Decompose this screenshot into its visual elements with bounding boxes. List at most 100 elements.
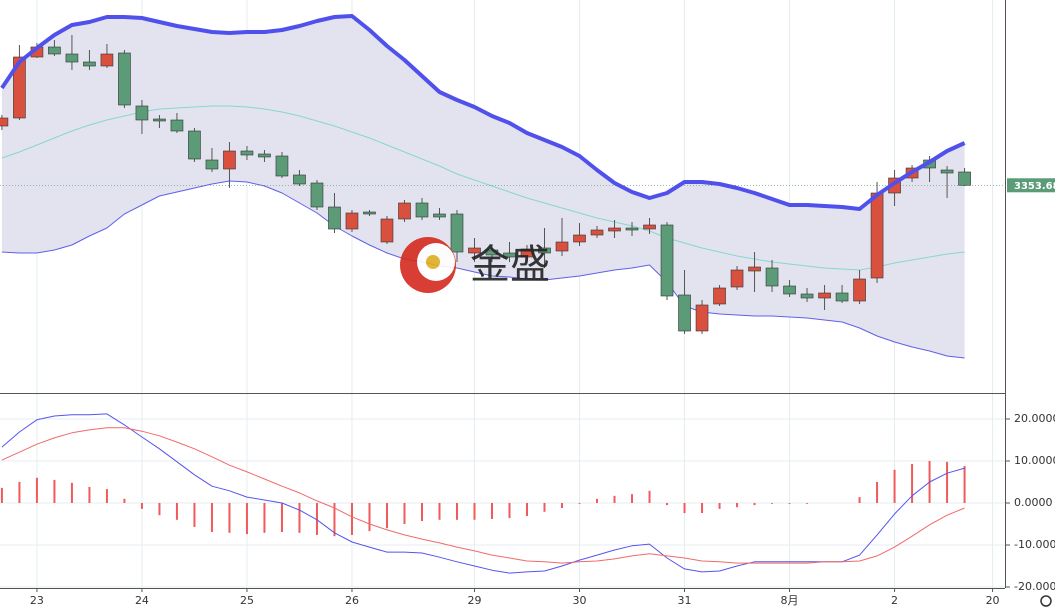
- histogram-bar: [701, 502, 704, 514]
- histogram-bar: [158, 502, 161, 516]
- candle-body: [485, 249, 499, 256]
- candle-body: [310, 182, 324, 208]
- histogram-bar: [806, 502, 809, 504]
- histogram-bar: [368, 502, 371, 532]
- candle-body: [380, 218, 394, 243]
- candle-body: [398, 202, 411, 220]
- candle-body: [573, 234, 586, 243]
- candle-body: [100, 53, 114, 67]
- histogram-bar: [876, 481, 879, 503]
- indicator-line: [1, 180, 965, 359]
- candle-body: [660, 224, 674, 297]
- candle-body: [450, 213, 464, 253]
- candle-body: [503, 252, 516, 258]
- histogram-bar: [946, 461, 949, 503]
- candle-body: [0, 117, 9, 127]
- histogram-bar: [263, 502, 266, 533]
- histogram-bar: [35, 477, 38, 503]
- histogram-bar: [298, 502, 301, 533]
- settings-icon[interactable]: [1040, 595, 1052, 607]
- watermark: 金盛: [400, 237, 550, 293]
- candle-body: [293, 174, 306, 185]
- x-tick-label: 31: [678, 594, 692, 607]
- histogram-bar: [753, 502, 756, 506]
- candle-body: [818, 292, 831, 299]
- candle-body: [800, 293, 814, 299]
- histogram-bar: [140, 502, 143, 509]
- histogram-bar: [771, 502, 774, 504]
- histogram-bar: [683, 502, 686, 514]
- logo-dot: [426, 255, 440, 269]
- histogram-bar: [613, 495, 616, 503]
- histogram-bar: [455, 502, 458, 520]
- indicator-line: [1, 105, 965, 271]
- x-tick-label: 26: [345, 594, 359, 607]
- last-price-label: 3353.68: [1014, 181, 1055, 192]
- axis-layer: 3353.68 20.0000 10.0000 0.0000 -10.0000 -20.0…: [30, 178, 1055, 607]
- candle-body: [258, 153, 271, 158]
- candle-body: [713, 287, 726, 305]
- candle-body: [608, 227, 621, 232]
- candle-body: [205, 159, 219, 170]
- indicator-line: [1, 413, 965, 574]
- candle-body: [170, 119, 184, 132]
- histogram-bar: [193, 502, 196, 527]
- histogram-bar: [543, 502, 546, 512]
- last-price-box: [1007, 178, 1055, 193]
- candle-body: [958, 171, 971, 186]
- histogram-bar: [210, 502, 213, 532]
- candle-body: [415, 202, 429, 218]
- histogram-bar: [911, 463, 914, 503]
- x-tick-label: 29: [467, 594, 481, 607]
- histogram-bar: [88, 487, 91, 503]
- candle-body: [853, 278, 866, 302]
- candle-body: [65, 53, 79, 63]
- x-tick-label: 30: [573, 594, 587, 607]
- histogram-bar: [385, 502, 388, 529]
- histogram-bar: [315, 502, 318, 535]
- histogram-bar: [438, 502, 441, 520]
- histogram-bar: [228, 502, 231, 533]
- histogram-bar: [333, 502, 336, 537]
- y-tick-label: -10.0000: [1014, 538, 1055, 551]
- histogram-bar: [596, 498, 599, 503]
- candle-body: [765, 267, 779, 287]
- candle-body: [468, 247, 481, 254]
- histogram-bar: [508, 502, 511, 519]
- candle-body: [940, 169, 954, 174]
- histogram-bar: [963, 466, 966, 503]
- histogram-bar: [666, 502, 669, 506]
- histogram-bar: [718, 502, 721, 509]
- histogram-bar: [893, 469, 896, 503]
- candle-body: [345, 212, 359, 230]
- y-tick-label: 0.0000: [1014, 496, 1053, 509]
- y-tick-label: 20.0000: [1014, 412, 1055, 425]
- histogram-bar: [631, 494, 634, 503]
- histogram-bar: [420, 502, 423, 522]
- candle-body: [48, 46, 61, 55]
- gear[interactable]: [1040, 595, 1052, 607]
- x-tick-label: 24: [135, 594, 149, 607]
- histogram-bar: [788, 502, 791, 504]
- candle-body: [643, 224, 656, 230]
- candle-body: [625, 227, 639, 231]
- histogram-bar: [280, 502, 283, 532]
- histogram-bar: [473, 502, 476, 520]
- histogram-bar: [0, 487, 3, 503]
- candle-body: [240, 150, 254, 156]
- x-tick-label: 8月: [781, 594, 799, 607]
- candle-body: [363, 211, 376, 215]
- candle-body: [83, 61, 96, 67]
- histogram-bar: [123, 498, 126, 503]
- histogram-bar: [858, 497, 861, 503]
- candle-body: [555, 241, 569, 252]
- candle-body: [118, 52, 131, 106]
- candle-body: [678, 294, 691, 332]
- candle-body: [538, 247, 551, 254]
- candle-body: [748, 266, 761, 272]
- candle-body: [730, 269, 744, 288]
- histogram-bar: [578, 502, 581, 504]
- histogram-bar: [18, 481, 21, 503]
- candle-body: [223, 150, 236, 170]
